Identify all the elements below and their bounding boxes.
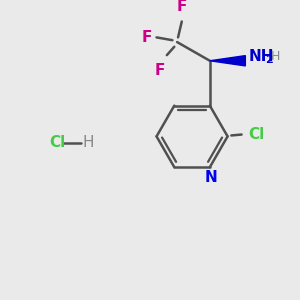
Text: F: F — [142, 30, 152, 45]
Text: F: F — [155, 63, 166, 78]
Text: F: F — [177, 0, 187, 14]
Text: NH: NH — [248, 49, 274, 64]
Text: Cl: Cl — [49, 135, 65, 150]
Text: Cl: Cl — [248, 127, 264, 142]
Text: H: H — [83, 135, 94, 150]
Polygon shape — [210, 56, 245, 66]
Text: H: H — [271, 50, 280, 63]
Text: 2: 2 — [265, 55, 273, 65]
Text: N: N — [204, 170, 217, 185]
